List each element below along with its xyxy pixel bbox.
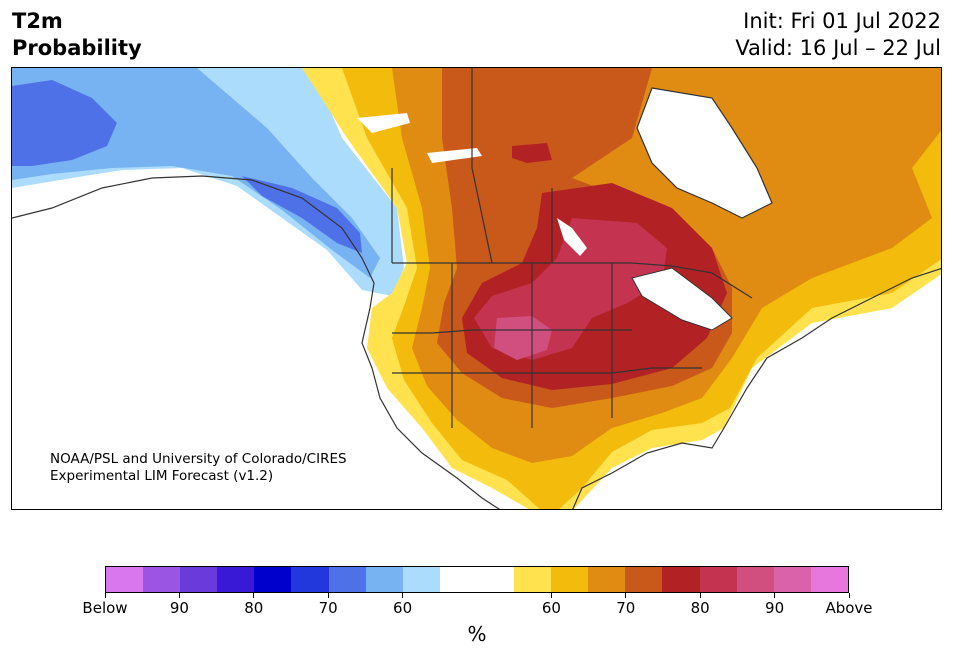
colorbar-cell xyxy=(217,567,255,592)
colorbar-tick-label: Below xyxy=(82,599,128,617)
cold-80-region xyxy=(12,80,117,166)
great-lakes xyxy=(631,267,733,331)
colorbar-tick-label: 90 xyxy=(765,599,785,617)
lake-winnipeg xyxy=(557,218,587,256)
colorbar-unit: % xyxy=(467,622,487,646)
colorbar-tick-mark xyxy=(699,593,701,598)
colorbar-cell xyxy=(328,567,366,592)
colorbar-tick-mark xyxy=(550,593,552,598)
colorbar-tick-mark xyxy=(327,593,329,598)
colorbar-tick-mark xyxy=(253,593,255,598)
colorbar-cell xyxy=(143,567,181,592)
colorbar-cell xyxy=(551,567,589,592)
colorbar-cell xyxy=(402,567,440,592)
map-title: T2m Probability xyxy=(12,8,142,62)
colorbar-tick-mark xyxy=(848,593,850,598)
credit-text: NOAA/PSL and University of Colorado/CIRE… xyxy=(50,451,347,485)
colorbar-cell xyxy=(736,567,774,592)
colorbar-tick-label: 60 xyxy=(541,599,561,617)
colorbar-cell xyxy=(291,567,329,592)
colorbar-cell xyxy=(180,567,218,592)
forecast-dates: Init: Fri 01 Jul 2022 Valid: 16 Jul – 22… xyxy=(735,8,941,62)
credit-line-1: NOAA/PSL and University of Colorado/CIRE… xyxy=(50,451,347,467)
cold-80-region-coast xyxy=(242,176,362,253)
colorbar-cell xyxy=(699,567,737,592)
title-type: Probability xyxy=(12,36,142,60)
colorbar-cell xyxy=(439,567,477,592)
colorbar-cell xyxy=(773,567,811,592)
probability-map: NOAA/PSL and University of Colorado/CIRE… xyxy=(11,67,942,510)
colorbar-cell xyxy=(625,567,663,592)
colorbar-tick-mark xyxy=(402,593,404,598)
colorbar-cell xyxy=(365,567,403,592)
lake-athabasca xyxy=(427,148,482,163)
warm-90-region xyxy=(494,316,552,360)
map-graphic xyxy=(12,68,941,509)
colorbar-tick-label: 80 xyxy=(690,599,710,617)
colorbar-tick-label: Above xyxy=(825,599,873,617)
colorbar-cell xyxy=(662,567,700,592)
colorbar-cell xyxy=(106,567,144,592)
valid-dates: Valid: 16 Jul – 22 Jul xyxy=(735,36,941,60)
colorbar-cell xyxy=(588,567,626,592)
colorbar-tick-mark xyxy=(178,593,180,598)
title-variable: T2m xyxy=(12,9,63,33)
hudson-bay xyxy=(636,87,773,219)
colorbar-cell xyxy=(254,567,292,592)
colorbar-cell xyxy=(810,567,848,592)
boundaries xyxy=(12,68,941,509)
colorbar xyxy=(105,566,849,593)
colorbar-cell xyxy=(514,567,552,592)
colorbar-tick-label: 90 xyxy=(169,599,189,617)
colorbar-tick-mark xyxy=(625,593,627,598)
warm-80-patch xyxy=(512,143,552,163)
great-slave-lake xyxy=(357,113,410,133)
colorbar-tick-mark xyxy=(774,593,776,598)
init-date: Init: Fri 01 Jul 2022 xyxy=(743,9,941,33)
colorbar-tick-label: 70 xyxy=(616,599,636,617)
colorbar-tick-mark xyxy=(104,593,106,598)
credit-line-2: Experimental LIM Forecast (v1.2) xyxy=(50,468,274,484)
colorbar-cell xyxy=(476,567,515,592)
colorbar-tick-label: 70 xyxy=(318,599,338,617)
colorbar-tick-label: 60 xyxy=(393,599,413,617)
colorbar-tick-label: 80 xyxy=(244,599,264,617)
